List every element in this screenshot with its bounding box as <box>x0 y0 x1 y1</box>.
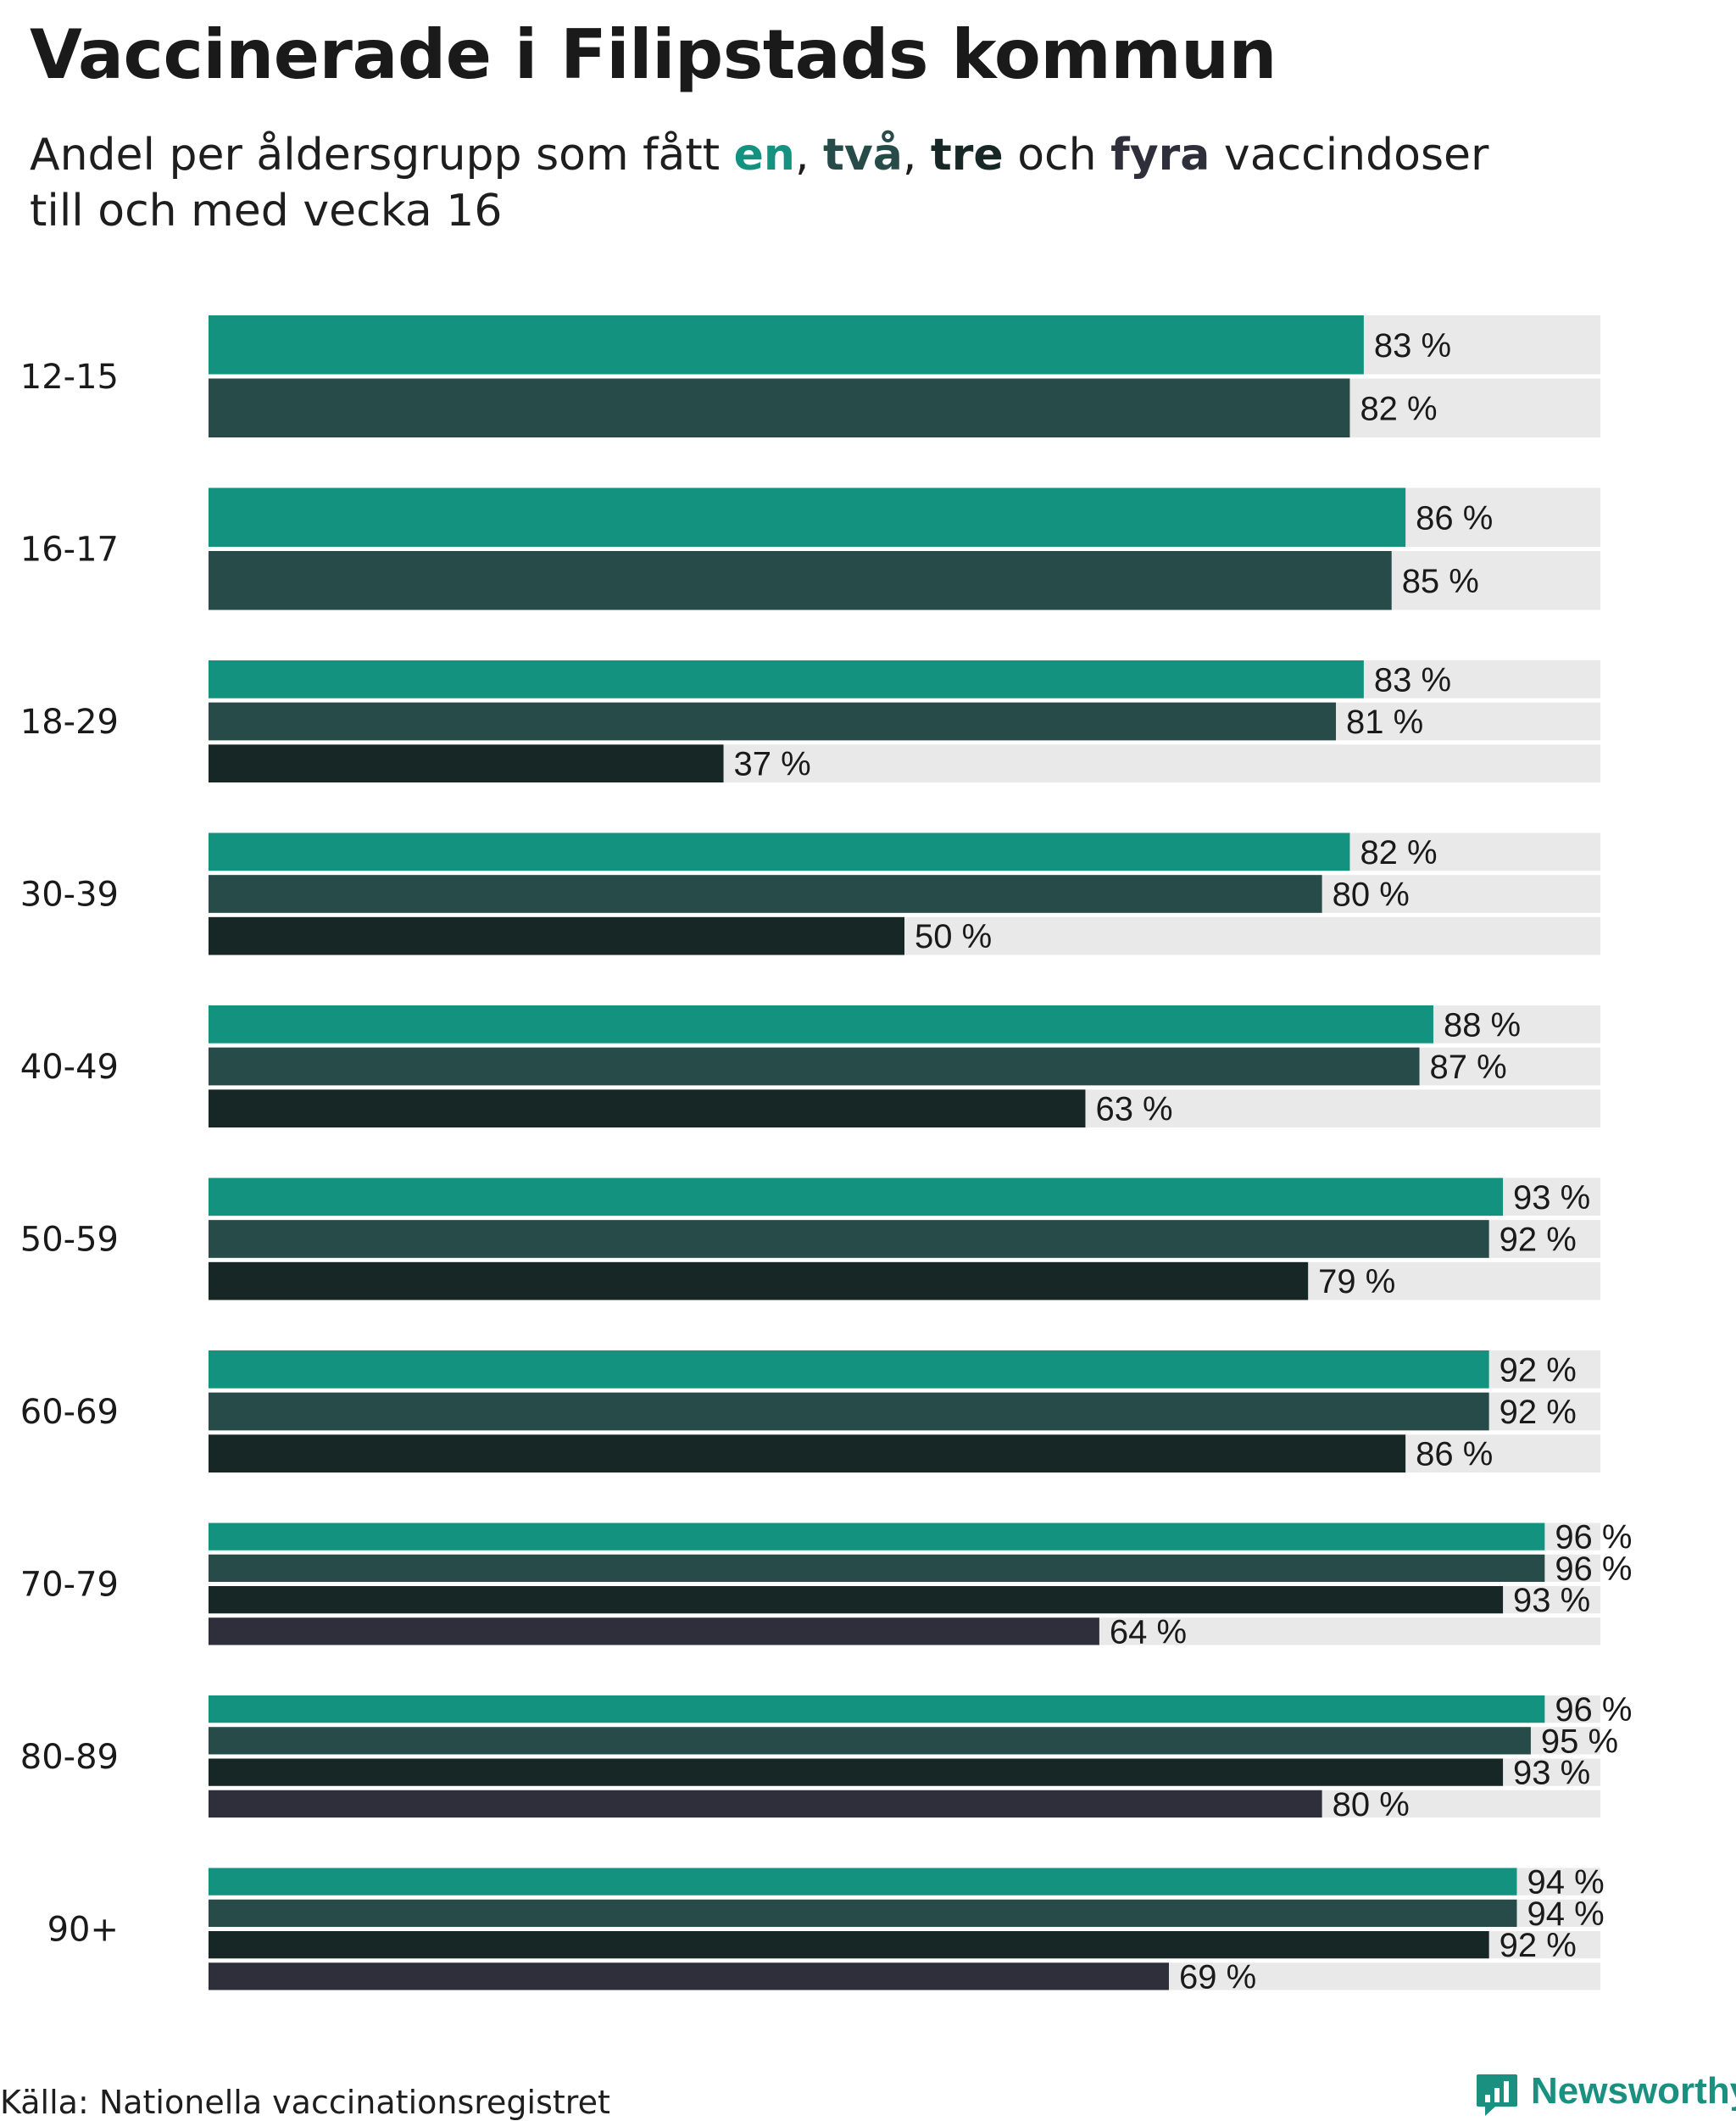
bar-dose-2[interactable] <box>209 875 1322 913</box>
bar-dose-1[interactable] <box>209 832 1350 871</box>
bar-dose-2[interactable] <box>209 1047 1420 1086</box>
subtitle-suffix: vaccindoser <box>1210 130 1489 181</box>
bar-value-label: 82 % <box>1360 834 1437 871</box>
subtitle-separator: , <box>902 130 931 181</box>
bar-dose-1[interactable] <box>209 1350 1489 1389</box>
bar-value-label: 83 % <box>1374 661 1451 699</box>
bar-dose-3[interactable] <box>209 1931 1489 1959</box>
bar-dose-1[interactable] <box>209 1177 1504 1216</box>
bar-dose-3[interactable] <box>209 1758 1504 1786</box>
age-group-label: 80-89 <box>20 1738 119 1777</box>
chart-subtitle: Andel per åldersgrupp som fått en, två, … <box>30 127 1488 239</box>
bar-value-label: 88 % <box>1444 1006 1521 1044</box>
bar-value-label: 92 % <box>1500 1351 1577 1389</box>
bar-value-label: 92 % <box>1500 1927 1577 1964</box>
subtitle-separator: och <box>1003 130 1111 181</box>
bar-value-label: 96 % <box>1555 1691 1632 1729</box>
bar-value-label: 81 % <box>1346 704 1423 741</box>
age-group-label: 30-39 <box>20 876 119 915</box>
bar-value-label: 93 % <box>1513 1179 1590 1216</box>
bar-value-label: 96 % <box>1555 1519 1632 1556</box>
age-group-label: 70-79 <box>20 1566 119 1605</box>
bar-value-label: 37 % <box>734 746 811 783</box>
bar-value-label: 80 % <box>1333 877 1410 914</box>
bar-dose-3[interactable] <box>209 1089 1086 1127</box>
bar-dose-1[interactable] <box>209 487 1406 548</box>
bar-dose-3[interactable] <box>209 916 904 955</box>
age-group-label: 40-49 <box>20 1048 119 1087</box>
age-group-label: 90+ <box>47 1911 119 1950</box>
age-group-label: 60-69 <box>20 1393 119 1432</box>
bar-value-label: 69 % <box>1179 1958 1256 1996</box>
legend-dose-3: tre <box>930 130 1004 181</box>
bar-value-label: 96 % <box>1555 1550 1632 1588</box>
legend-dose-4: fyra <box>1110 130 1210 181</box>
bar-value-label: 87 % <box>1430 1049 1507 1086</box>
subtitle-prefix: Andel per åldersgrupp som fått <box>30 130 734 181</box>
age-group-label: 18-29 <box>20 703 119 742</box>
subtitle-line-2: till och med vecka 16 <box>30 186 503 237</box>
bar-dose-4[interactable] <box>209 1790 1322 1818</box>
bar-value-label: 82 % <box>1360 390 1437 427</box>
bar-value-label: 50 % <box>915 918 992 955</box>
bar-dose-3[interactable] <box>209 1261 1309 1300</box>
bar-dose-1[interactable] <box>209 1868 1517 1896</box>
age-group-label: 12-15 <box>20 358 119 397</box>
chart-title: Vaccinerade i Filipstads kommun <box>30 15 1277 94</box>
bar-dose-3[interactable] <box>209 1434 1406 1472</box>
bar-dose-2[interactable] <box>209 702 1337 741</box>
brand-logo[interactable]: Newsworthy <box>1475 2071 1736 2119</box>
bar-dose-4[interactable] <box>209 1962 1169 1990</box>
bar-value-label: 95 % <box>1541 1723 1618 1760</box>
source-note: Källa: Nationella vaccinationsregistret <box>0 2084 610 2121</box>
bar-chart: 12-15 83 % 82 % 16-17 86 % 85 % 18-29 83 % 81 % 3… <box>20 315 1632 1996</box>
legend-dose-1: en <box>733 130 795 181</box>
bar-dose-2[interactable] <box>209 378 1350 438</box>
bar-dose-3[interactable] <box>209 1586 1504 1614</box>
bar-dose-2[interactable] <box>209 1899 1517 1927</box>
bar-value-label: 86 % <box>1416 1436 1493 1473</box>
brand-name: Newsworthy <box>1531 2070 1736 2112</box>
bar-dose-3[interactable] <box>209 744 724 782</box>
bar-dose-2[interactable] <box>209 1392 1489 1431</box>
bar-value-label: 80 % <box>1333 1786 1410 1823</box>
bar-dose-1[interactable] <box>209 660 1364 699</box>
bar-dose-4[interactable] <box>209 1617 1099 1645</box>
bar-dose-2[interactable] <box>209 1554 1545 1582</box>
bar-value-label: 93 % <box>1513 1582 1590 1619</box>
bar-dose-1[interactable] <box>209 1695 1545 1723</box>
bar-value-label: 93 % <box>1513 1755 1590 1792</box>
bar-value-label: 94 % <box>1527 1896 1604 1933</box>
bar-value-label: 86 % <box>1416 499 1493 537</box>
bar-value-label: 63 % <box>1095 1091 1172 1128</box>
bar-value-label: 85 % <box>1402 563 1479 600</box>
bar-dose-2[interactable] <box>209 1220 1489 1258</box>
bar-dose-1[interactable] <box>209 1005 1433 1044</box>
subtitle-separator: , <box>794 130 824 181</box>
bar-dose-2[interactable] <box>209 1727 1531 1755</box>
bar-value-label: 79 % <box>1318 1263 1395 1300</box>
legend-dose-2: två <box>823 130 903 181</box>
bar-dose-2[interactable] <box>209 551 1392 610</box>
bar-value-label: 92 % <box>1500 1394 1577 1431</box>
bar-dose-1[interactable] <box>209 315 1364 375</box>
bar-value-label: 92 % <box>1500 1222 1577 1259</box>
age-group-label: 50-59 <box>20 1221 119 1260</box>
bar-value-label: 64 % <box>1110 1613 1187 1651</box>
newsworthy-logo-icon <box>1477 2074 1517 2116</box>
age-group-label: 16-17 <box>20 531 119 570</box>
bar-value-label: 83 % <box>1374 327 1451 365</box>
bar-dose-1[interactable] <box>209 1523 1545 1550</box>
bar-value-label: 94 % <box>1527 1864 1604 1901</box>
